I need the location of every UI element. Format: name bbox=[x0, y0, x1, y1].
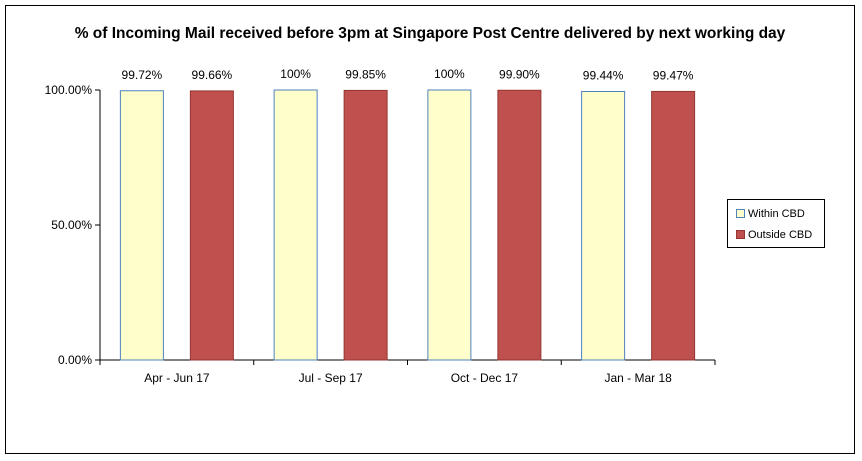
bar bbox=[651, 90, 696, 361]
data-label: 99.85% bbox=[345, 67, 386, 81]
x-tick-label: Jan - Mar 18 bbox=[604, 371, 672, 385]
bar bbox=[273, 89, 318, 361]
chart-title: % of Incoming Mail received before 3pm a… bbox=[74, 25, 786, 42]
data-label: 99.47% bbox=[653, 68, 694, 82]
x-tick-label: Oct - Dec 17 bbox=[451, 371, 519, 385]
y-tick-label: 100.00% bbox=[45, 83, 93, 97]
data-label: 100% bbox=[434, 67, 465, 81]
data-label: 99.66% bbox=[192, 68, 233, 82]
bar bbox=[343, 89, 388, 361]
bar bbox=[119, 90, 164, 361]
data-label: 99.90% bbox=[499, 67, 540, 81]
legend-label-within-cbd: Within CBD bbox=[748, 208, 805, 220]
data-label: 99.44% bbox=[583, 69, 624, 83]
legend-swatch-within-cbd bbox=[736, 208, 745, 218]
bar bbox=[581, 91, 626, 361]
x-tick-label: Apr - Jun 17 bbox=[144, 371, 210, 385]
y-tick-label: 0.00% bbox=[58, 353, 92, 367]
data-label: 99.72% bbox=[122, 68, 163, 82]
legend: Within CBD Outside CBD bbox=[727, 199, 825, 248]
x-tick-label: Jul - Sep 17 bbox=[299, 371, 363, 385]
legend-swatch-outside-cbd bbox=[736, 229, 745, 239]
bar bbox=[497, 89, 542, 361]
bar bbox=[189, 90, 234, 361]
data-label: 100% bbox=[280, 67, 311, 81]
legend-label-outside-cbd: Outside CBD bbox=[748, 229, 813, 241]
legend-item-outside-cbd: Outside CBD bbox=[736, 228, 812, 242]
legend-item-within-cbd: Within CBD bbox=[736, 207, 805, 221]
bar bbox=[427, 89, 472, 361]
y-tick-label: 50.00% bbox=[51, 218, 92, 232]
